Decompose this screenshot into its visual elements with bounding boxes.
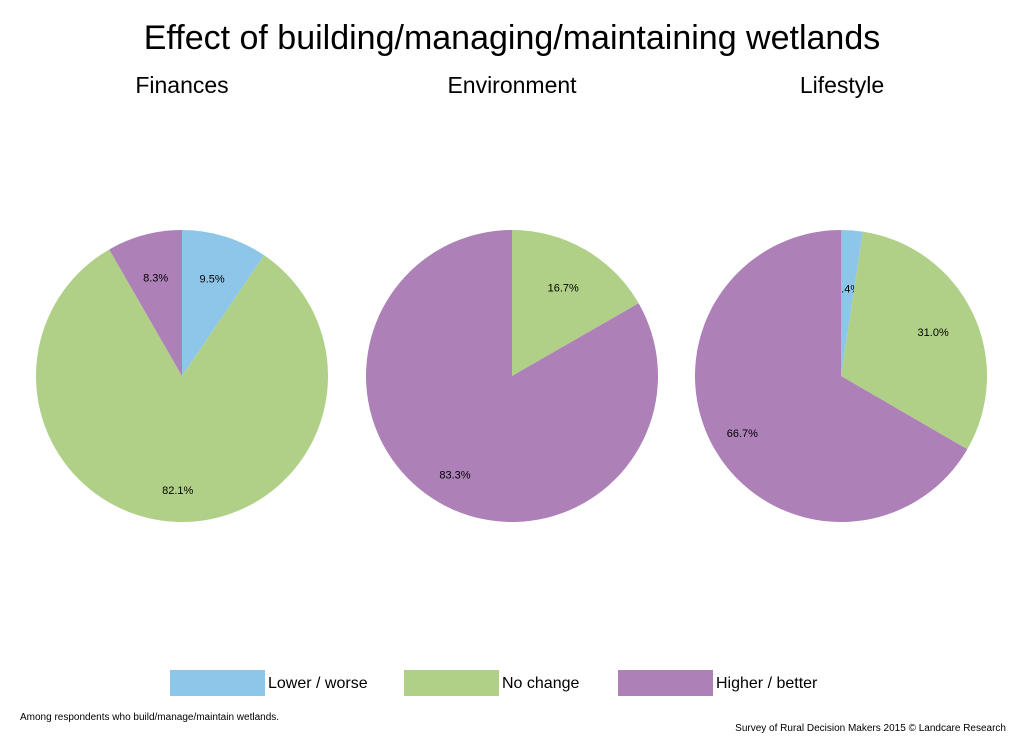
pie-label-environment-higher-better: 83.3%: [439, 470, 470, 482]
pie-slice-environment-no-change: [512, 230, 639, 376]
pie-slice-finances-higher-better: [109, 230, 182, 376]
pie-finances: 9.5% 82.1% 8.3%: [36, 230, 328, 523]
pie-title-finances: Finances: [135, 72, 229, 98]
legend: Lower / worse No change Higher / better: [0, 670, 1024, 698]
pie-title-environment: Environment: [447, 72, 577, 98]
legend-swatch-no-change: [404, 670, 499, 696]
pie-slice-environment-higher-better: [365, 230, 659, 522]
pie-environment: 16.7% 83.3%: [365, 230, 659, 522]
legend-label-higher-better: Higher / better: [716, 675, 818, 692]
pie-slice-finances-no-change: [36, 249, 328, 523]
footnote-source-note: Among respondents who build/manage/maint…: [20, 712, 280, 723]
pie-label-environment-no-change: 16.7%: [548, 283, 579, 295]
pie-slice-lifestyle-lower-worse: [841, 230, 863, 376]
pie-charts: 9.5%82.1%8.3%16.7%83.3%2.4%31.0%66.7%: [36, 230, 987, 523]
legend-label-lower-worse: Lower / worse: [268, 675, 368, 692]
chart-title: Effect of building/managing/maintaining …: [143, 19, 881, 57]
legend-label-no-change: No change: [502, 675, 580, 692]
footnote-credit: Survey of Rural Decision Makers 2015 © L…: [735, 723, 1006, 734]
pie-label-finances-higher-better: 8.3%: [143, 272, 168, 284]
legend-swatch-higher-better: [618, 670, 713, 696]
pie-slice-finances-lower-worse: [182, 230, 265, 376]
pie-label-lifestyle-no-change: 31.0%: [918, 327, 949, 339]
pie-slice-lifestyle-higher-better: [695, 230, 968, 522]
pie-title-lifestyle: Lifestyle: [799, 72, 885, 98]
pie-label-lifestyle-higher-better: 66.7%: [727, 428, 758, 440]
pie-label-finances-lower-worse: 9.5%: [200, 273, 225, 285]
legend-swatch-lower-worse: [170, 670, 265, 696]
pie-slice-lifestyle-no-change: [841, 231, 987, 450]
pie-label-finances-no-change: 82.1%: [162, 485, 193, 497]
pie-lifestyle: 2.4%31.0%66.7%: [695, 230, 987, 522]
